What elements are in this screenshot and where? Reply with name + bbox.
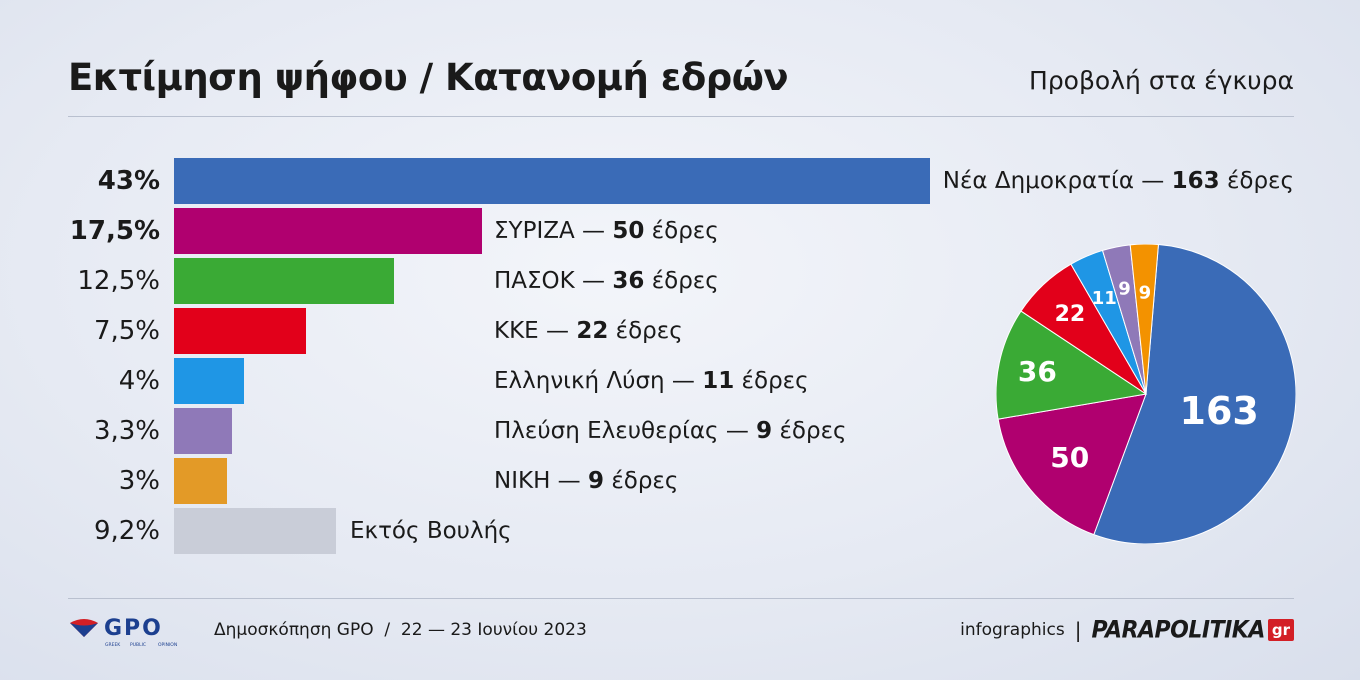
svg-text:GPO: GPO bbox=[104, 616, 163, 641]
pie-slice-label: 36 bbox=[1018, 355, 1057, 388]
svg-text:GREEK: GREEK bbox=[105, 642, 121, 648]
party-name: Νέα Δημοκρατία bbox=[942, 168, 1134, 194]
pie-slice bbox=[1093, 244, 1296, 544]
party-name: Ελληνική Λύση bbox=[494, 368, 665, 394]
party-name: ΠΑΣΟΚ bbox=[494, 268, 575, 294]
party-name: ΝΙΚΗ bbox=[494, 468, 551, 494]
party-label: Εκτός Βουλής bbox=[350, 508, 512, 554]
pie-slice-label: 9 bbox=[1118, 279, 1131, 300]
infographics-label: infographics bbox=[960, 620, 1065, 640]
vote-percentage-label: 43% bbox=[97, 166, 160, 196]
seat-count: — 11 έδρες bbox=[664, 368, 809, 394]
seat-count: — 163 έδρες bbox=[1134, 168, 1294, 194]
party-label: ΝΙΚΗ — 9 έδρες bbox=[494, 458, 678, 504]
seat-count: — 50 έδρες bbox=[574, 218, 719, 244]
seat-count: — 22 έδρες bbox=[538, 318, 683, 344]
vote-bar bbox=[174, 358, 244, 404]
parapolitika-gr-badge: gr bbox=[1267, 619, 1294, 641]
pie-slice bbox=[1129, 244, 1159, 395]
bottom-divider bbox=[68, 598, 1294, 599]
footer-separator: | bbox=[1074, 618, 1082, 642]
svg-text:OPINION: OPINION bbox=[158, 642, 177, 648]
page-title: Εκτίμηση ψήφου / Κατανομή εδρών bbox=[68, 56, 789, 99]
vote-bar bbox=[174, 258, 394, 304]
seat-count: — 9 έδρες bbox=[718, 418, 847, 444]
vote-percentage-label: 3% bbox=[118, 466, 160, 496]
svg-text:PUBLIC: PUBLIC bbox=[130, 642, 146, 648]
parapolitika-logo: PARAPOLITIKA bbox=[1091, 616, 1265, 644]
pie-slice-label: 9 bbox=[1139, 282, 1152, 303]
party-label: ΚΚΕ — 22 έδρες bbox=[494, 308, 683, 354]
gpo-logo-icon: GPO GREEK PUBLIC OPINION bbox=[70, 616, 177, 648]
vote-bar bbox=[174, 508, 336, 554]
footer-left: GPO GREEK PUBLIC OPINION Δημοσκόπηση GPO… bbox=[68, 612, 587, 648]
party-name: ΚΚΕ bbox=[494, 318, 539, 344]
party-name: ΣΥΡΙΖΑ bbox=[494, 218, 575, 244]
gpo-logo: GPO GREEK PUBLIC OPINION bbox=[68, 611, 192, 649]
pie-slice-label: 50 bbox=[1050, 441, 1089, 474]
vote-bar bbox=[174, 458, 227, 504]
page-subtitle: Προβολή στα έγκυρα bbox=[1029, 66, 1294, 95]
vote-percentage-label: 17,5% bbox=[69, 216, 160, 246]
poll-info: Δημοσκόπηση GPO / 22 — 23 Ιουνίου 2023 bbox=[214, 620, 587, 640]
pie-slice bbox=[996, 310, 1148, 420]
seat-count: — 9 έδρες bbox=[550, 468, 679, 494]
vote-percentage-label: 3,3% bbox=[93, 416, 160, 446]
party-name: Εκτός Βουλής bbox=[350, 518, 512, 544]
vote-percentage-label: 9,2% bbox=[93, 516, 160, 546]
party-name: Πλεύση Ελευθερίας bbox=[494, 418, 719, 444]
seat-count: — 36 έδρες bbox=[574, 268, 719, 294]
pie-slice-label: 22 bbox=[1055, 302, 1086, 327]
pie-slice-label: 163 bbox=[1180, 389, 1259, 433]
party-label: Πλεύση Ελευθερίας — 9 έδρες bbox=[494, 408, 847, 454]
vote-percentage-label: 7,5% bbox=[93, 316, 160, 346]
vote-bar bbox=[174, 308, 306, 354]
party-label: ΠΑΣΟΚ — 36 έδρες bbox=[494, 258, 719, 304]
vote-bar bbox=[174, 158, 930, 204]
party-label: ΣΥΡΙΖΑ — 50 έδρες bbox=[494, 208, 719, 254]
vote-percentage-label: 12,5% bbox=[77, 266, 160, 296]
vote-bar bbox=[174, 408, 232, 454]
party-label: Νέα Δημοκρατία — 163 έδρες bbox=[943, 158, 1294, 204]
top-divider bbox=[68, 116, 1294, 117]
pie-slice bbox=[997, 393, 1147, 536]
vote-percentage-label: 4% bbox=[118, 366, 160, 396]
party-label: Ελληνική Λύση — 11 έδρες bbox=[494, 358, 809, 404]
pie-slice-label: 11 bbox=[1092, 288, 1117, 309]
vote-bar bbox=[174, 208, 482, 254]
footer-right: infographics | PARAPOLITIKA gr bbox=[960, 612, 1294, 648]
